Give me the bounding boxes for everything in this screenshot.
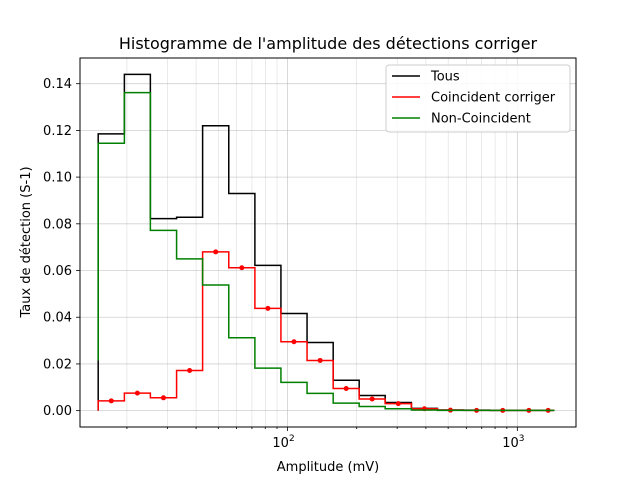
x-tick-label: 103 xyxy=(502,434,524,451)
series-point-2 xyxy=(134,390,140,396)
series-point-2 xyxy=(239,265,245,271)
series-point-2 xyxy=(160,395,166,401)
y-tick-label: 0.04 xyxy=(43,311,72,326)
y-tick-label: 0.02 xyxy=(43,357,72,372)
series-line-3 xyxy=(97,91,555,412)
y-tick-label: 0.10 xyxy=(43,171,72,186)
plot-frame xyxy=(79,57,577,428)
series-point-2 xyxy=(265,305,271,311)
series-point-2 xyxy=(395,401,401,407)
chart-title: Histogramme de l'amplitude des détection… xyxy=(119,34,538,53)
legend-label: Coincident corriger xyxy=(431,91,556,106)
legend-box xyxy=(385,64,571,133)
y-tick-label: 0.00 xyxy=(43,404,72,419)
legend-label: Non-Coincident xyxy=(431,112,531,127)
y-tick-label: 0.06 xyxy=(43,264,72,279)
y-tick-label: 0.14 xyxy=(43,77,72,92)
y-tick-label: 0.08 xyxy=(43,217,72,232)
x-tick-label: 102 xyxy=(272,434,294,451)
series-point-2 xyxy=(343,385,349,391)
series-point-2 xyxy=(213,249,219,255)
series-point-2 xyxy=(187,367,193,373)
plot-series xyxy=(97,73,555,413)
series-point-2 xyxy=(369,396,375,402)
x-axis-label: Amplitude (mV) xyxy=(277,460,379,475)
series-point-2 xyxy=(108,398,114,404)
series-point-2 xyxy=(317,357,323,363)
series-point-2 xyxy=(291,339,297,345)
y-tick-label: 0.12 xyxy=(43,124,72,139)
x-axis-ticks: 102 103 xyxy=(126,427,524,451)
y-axis-ticks: 0.00 0.02 0.04 0.06 0.08 0.10 0.12 0.14 xyxy=(43,77,80,419)
legend-label: Tous xyxy=(430,70,460,85)
y-axis-label: Taux de détection (S-1) xyxy=(19,166,34,318)
legend: Tous Coincident corriger Non-Coincident xyxy=(385,64,571,133)
